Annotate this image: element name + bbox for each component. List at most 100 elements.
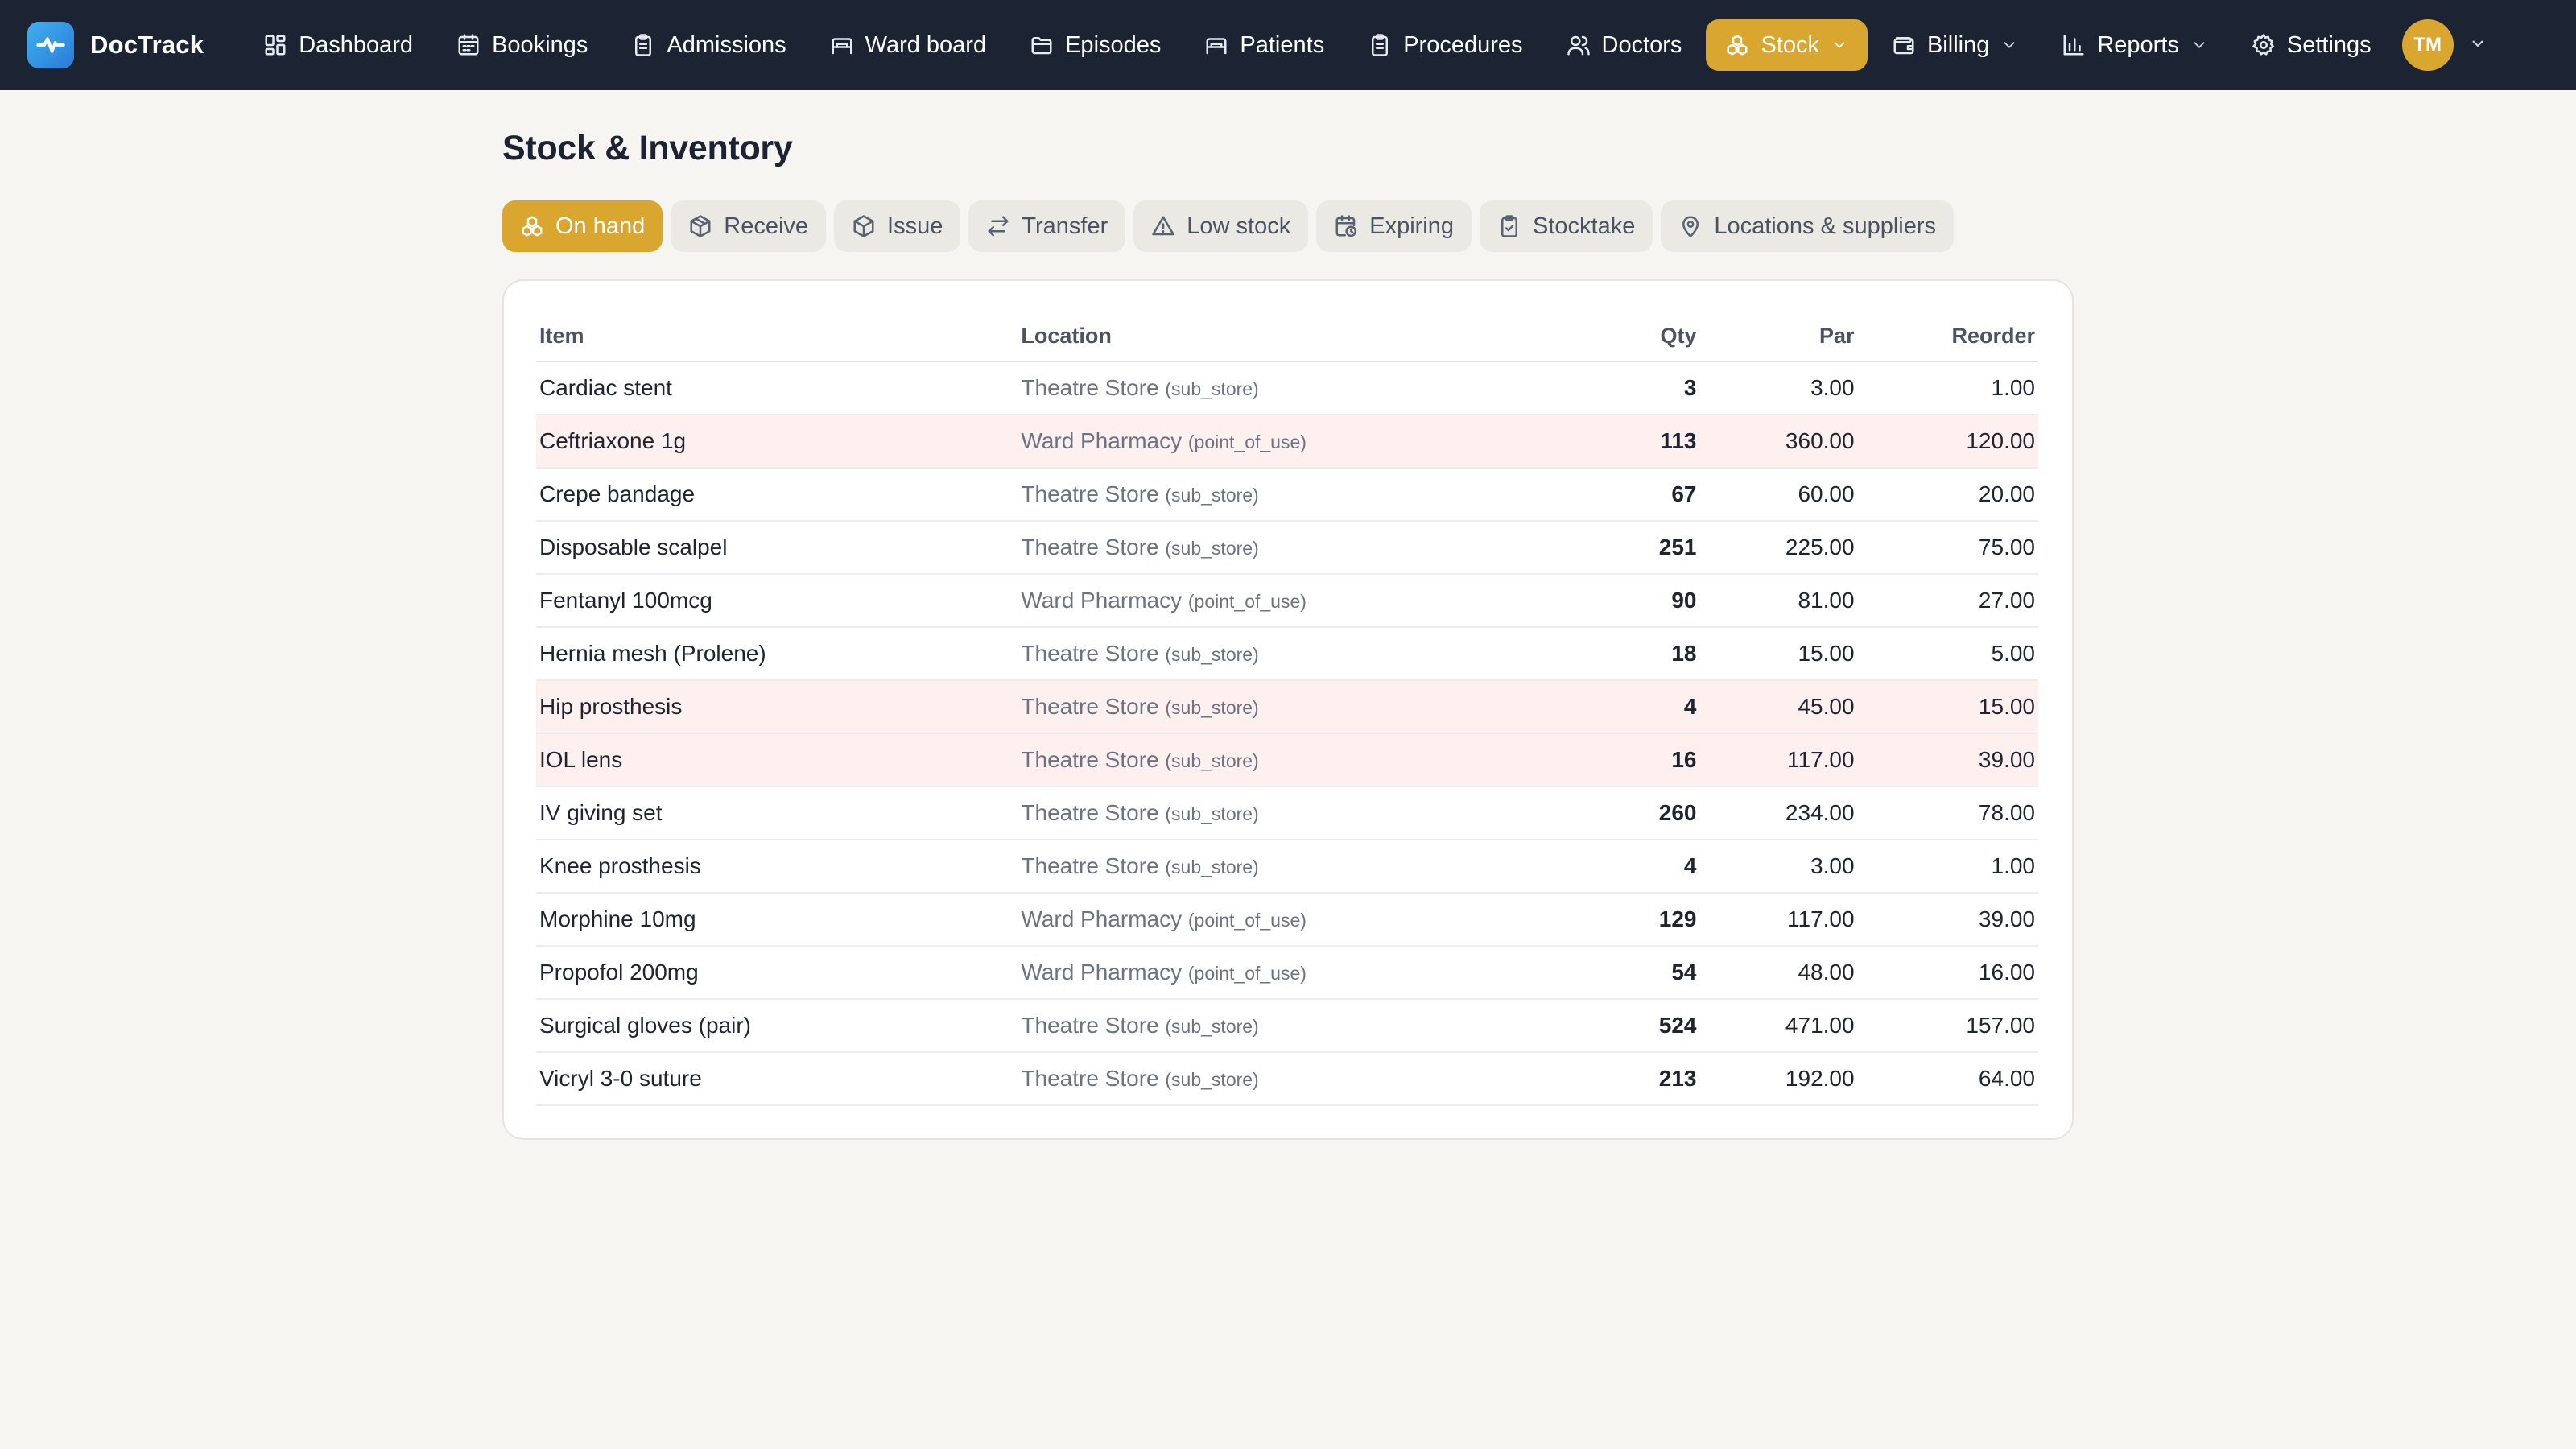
nav-item-stock[interactable]: Stock [1706,19,1868,71]
tab-label: Stocktake [1533,213,1636,239]
tab-receive[interactable]: Receive [671,200,827,252]
location-type: (point_of_use) [1187,910,1307,931]
table-row[interactable]: Cardiac stent Theatre Store (sub_store) 3 3… [536,361,2038,415]
location-cell: Theatre Store (sub_store) [1018,468,1514,522]
location-cell: Ward Pharmacy (point_of_use) [1018,893,1514,947]
table-row[interactable]: IOL lens Theatre Store (sub_store) 16 117.0… [536,733,2038,787]
table-row[interactable]: Morphine 10mg Ward Pharmacy (point_of_use… [536,893,2038,947]
table-row[interactable]: Disposable scalpel Theatre Store (sub_sto… [536,521,2038,575]
table-row[interactable]: IV giving set Theatre Store (sub_store) 26… [536,786,2038,840]
brand[interactable]: DocTrack [27,22,204,68]
tab-locations-suppliers[interactable]: Locations & suppliers [1661,200,1955,252]
reorder-value: 1.00 [1857,840,2038,894]
nav-item-doctors[interactable]: Doctors [1547,19,1702,71]
qty-value: 3 [1514,361,1700,415]
table-row[interactable]: Hip prosthesis Theatre Store (sub_store) 4… [536,680,2038,734]
nav-item-bookings[interactable]: Bookings [437,19,607,71]
column-header-par[interactable]: Par [1699,312,1858,362]
wallet-icon [1893,37,1914,55]
table-row[interactable]: Surgical gloves (pair) Theatre Store (sub… [536,999,2038,1053]
qty-value: 524 [1514,999,1700,1053]
tab-low-stock[interactable]: Low stock [1133,200,1309,252]
location-type: (sub_store) [1165,644,1259,665]
nav-item-dashboard[interactable]: Dashboard [244,19,432,71]
location-name: Theatre Store [1021,481,1159,506]
on-hand-table-card: Item Location Qty Par Reorder Cardiac st… [502,279,2074,1140]
transfer-icon [988,216,1009,237]
nav-item-admissions[interactable]: Admissions [612,19,805,71]
table-row[interactable]: Hernia mesh (Prolene) Theatre Store (sub_… [536,627,2038,681]
item-name: IOL lens [536,733,1018,787]
map-pin-icon [1682,216,1699,237]
tab-expiring[interactable]: Expiring [1316,200,1472,252]
qty-value: 260 [1514,786,1700,840]
location-cell: Theatre Store (sub_store) [1018,840,1514,894]
par-value: 60.00 [1699,468,1858,522]
chevron-down-icon [1834,42,1845,48]
location-name: Theatre Store [1021,641,1159,666]
column-header-qty[interactable]: Qty [1514,312,1700,362]
location-name: Ward Pharmacy [1021,588,1183,613]
qty-value: 129 [1514,893,1700,947]
location-cell: Theatre Store (sub_store) [1018,786,1514,840]
boxes-icon [1727,35,1748,56]
qty-value: 113 [1514,415,1700,469]
chevron-down-icon[interactable] [2468,34,2487,57]
package-icon [853,215,874,237]
table-header-row: Item Location Qty Par Reorder [536,312,2038,362]
tab-stocktake[interactable]: Stocktake [1480,200,1653,252]
reorder-value: 157.00 [1857,999,2038,1053]
stock-tabs: On hand Receive Issue Transfer Low stock… [502,200,2074,252]
table-row[interactable]: Ceftriaxone 1g Ward Pharmacy (point_of_us… [536,415,2038,469]
tab-issue[interactable]: Issue [834,200,961,252]
item-name: Ceftriaxone 1g [536,415,1018,469]
avatar[interactable]: TM [2401,19,2454,71]
tab-on-hand[interactable]: On hand [502,200,663,252]
par-value: 360.00 [1699,415,1858,469]
nav-item-procedures[interactable]: Procedures [1348,19,1542,71]
table-row[interactable]: Vicryl 3-0 suture Theatre Store (sub_stor… [536,1052,2038,1106]
qty-value: 213 [1514,1052,1700,1106]
on-hand-table: Item Location Qty Par Reorder Cardiac st… [536,312,2038,1106]
chevron-down-icon [2194,42,2205,48]
column-header-location[interactable]: Location [1018,312,1514,362]
nav-item-settings[interactable]: Settings [2232,19,2391,71]
par-value: 45.00 [1699,680,1858,734]
location-name: Theatre Store [1021,694,1159,719]
location-name: Theatre Store [1021,535,1159,559]
location-name: Ward Pharmacy [1021,906,1183,931]
reorder-value: 16.00 [1857,946,2038,1000]
nav-item-label: Billing [1926,31,1990,58]
tab-transfer[interactable]: Transfer [968,200,1126,252]
bed-icon [832,38,852,55]
nav-item-billing[interactable]: Billing [1872,19,2037,71]
table-body: Cardiac stent Theatre Store (sub_store) 3 3… [536,361,2038,1106]
location-name: Theatre Store [1021,1013,1159,1038]
par-value: 192.00 [1699,1052,1858,1106]
table-row[interactable]: Knee prosthesis Theatre Store (sub_store)… [536,840,2038,894]
nav-item-label: Procedures [1403,31,1523,58]
column-header-reorder[interactable]: Reorder [1857,312,2038,362]
chevron-down-icon [2004,42,2015,48]
calendar-clock-icon [1335,215,1357,237]
nav-item-reports[interactable]: Reports [2042,19,2227,71]
app-name: DocTrack [90,31,204,59]
table-row[interactable]: Propofol 200mg Ward Pharmacy (point_of_us… [536,946,2038,1000]
location-cell: Ward Pharmacy (point_of_use) [1018,415,1514,469]
qty-value: 54 [1514,946,1700,1000]
nav-item-patients[interactable]: Patients [1185,19,1344,71]
user-menu[interactable]: TM [2401,19,2487,71]
column-header-item[interactable]: Item [536,312,1018,362]
location-cell: Theatre Store (sub_store) [1018,521,1514,575]
table-row[interactable]: Fentanyl 100mcg Ward Pharmacy (point_of_u… [536,574,2038,628]
location-type: (point_of_use) [1187,591,1307,612]
qty-value: 16 [1514,733,1700,787]
nav-item-episodes[interactable]: Episodes [1010,19,1180,71]
nav-item-ward-board[interactable]: Ward board [811,19,1005,71]
location-type: (sub_store) [1165,378,1259,399]
tab-label: Issue [887,213,943,239]
table-row[interactable]: Crepe bandage Theatre Store (sub_store) 67… [536,468,2038,522]
calendar-icon [458,34,479,56]
par-value: 15.00 [1699,627,1858,681]
par-value: 48.00 [1699,946,1858,1000]
